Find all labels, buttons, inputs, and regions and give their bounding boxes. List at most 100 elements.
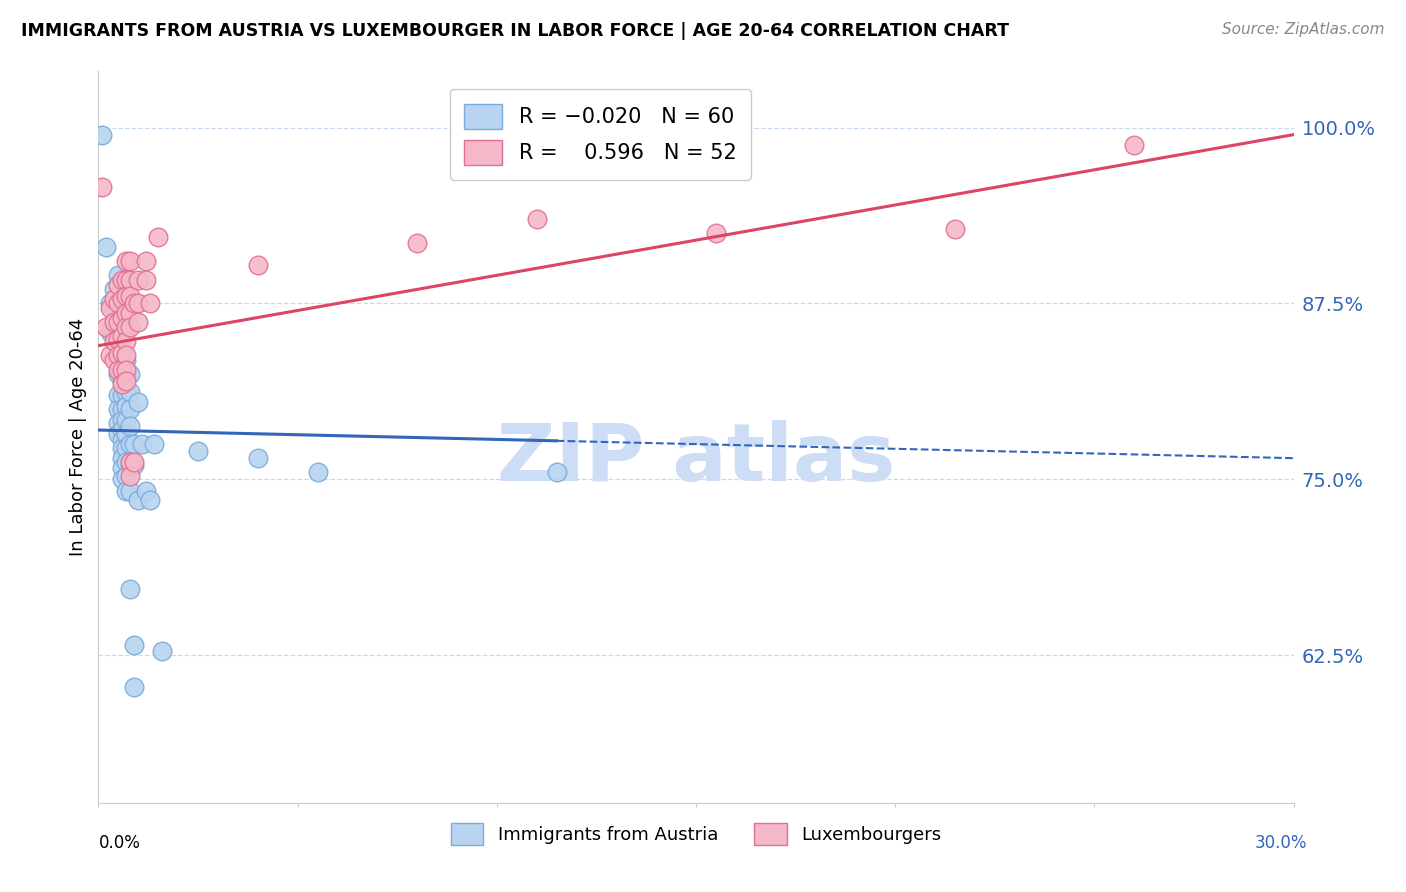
Point	[120, 458, 142, 473]
Point	[115, 442, 138, 456]
Point	[124, 437, 146, 451]
Point	[111, 374, 134, 388]
Point	[115, 483, 138, 498]
Point	[115, 371, 138, 385]
Point	[111, 362, 134, 376]
Point	[111, 451, 134, 466]
Point	[115, 469, 138, 483]
Point	[115, 455, 138, 469]
Point	[111, 272, 134, 286]
Point	[91, 179, 114, 194]
Point	[943, 222, 966, 236]
Point	[103, 282, 125, 296]
Point	[111, 310, 134, 325]
Point	[115, 385, 138, 400]
Point	[107, 427, 129, 442]
Point	[120, 455, 142, 469]
Point	[103, 352, 125, 367]
Point	[111, 345, 134, 359]
Point	[120, 582, 142, 596]
Point	[526, 212, 548, 227]
Point	[107, 303, 129, 318]
Point	[124, 681, 146, 695]
Point	[127, 315, 149, 329]
Point	[406, 235, 429, 250]
Point	[307, 465, 329, 479]
Point	[98, 296, 122, 310]
Point	[115, 352, 138, 367]
Point	[120, 367, 142, 381]
Point	[107, 268, 129, 283]
Point	[107, 388, 129, 402]
Point	[115, 254, 138, 268]
Text: Source: ZipAtlas.com: Source: ZipAtlas.com	[1222, 22, 1385, 37]
Point	[111, 433, 134, 447]
Point	[120, 289, 142, 303]
Point	[103, 325, 125, 339]
Point	[107, 349, 129, 363]
Point	[107, 296, 129, 310]
Point	[111, 292, 134, 306]
Point	[111, 413, 134, 427]
Point	[98, 349, 122, 363]
Point	[127, 272, 149, 286]
Point	[103, 334, 125, 349]
Point	[120, 254, 142, 268]
Point	[107, 362, 129, 376]
Point	[115, 289, 138, 303]
Point	[115, 272, 138, 286]
Point	[115, 349, 138, 363]
Point	[120, 469, 142, 483]
Point	[704, 226, 727, 240]
Point	[103, 303, 125, 318]
Point	[111, 328, 134, 343]
Point	[139, 296, 162, 310]
Point	[98, 301, 122, 315]
Point	[115, 413, 138, 427]
Point	[124, 638, 146, 652]
Point	[111, 461, 134, 475]
Point	[96, 240, 118, 254]
Point	[120, 320, 142, 334]
Point	[111, 472, 134, 486]
Point	[91, 128, 114, 142]
Point	[115, 399, 138, 413]
Legend: Immigrants from Austria, Luxembourgers: Immigrants from Austria, Luxembourgers	[440, 813, 952, 856]
Point	[124, 296, 146, 310]
Point	[115, 306, 138, 320]
Point	[103, 292, 125, 306]
Point	[120, 401, 142, 416]
Point	[107, 401, 129, 416]
Point	[96, 320, 118, 334]
Point	[115, 334, 138, 349]
Point	[135, 483, 157, 498]
Text: IMMIGRANTS FROM AUSTRIA VS LUXEMBOURGER IN LABOR FORCE | AGE 20-64 CORRELATION C: IMMIGRANTS FROM AUSTRIA VS LUXEMBOURGER …	[21, 22, 1010, 40]
Point	[148, 230, 170, 244]
Point	[120, 418, 142, 433]
Point	[107, 352, 129, 367]
Text: 30.0%: 30.0%	[1256, 834, 1308, 852]
Point	[124, 458, 146, 473]
Point	[1123, 137, 1146, 152]
Point	[187, 444, 209, 458]
Point	[111, 423, 134, 437]
Point	[127, 296, 149, 310]
Point	[107, 325, 129, 339]
Text: 0.0%: 0.0%	[98, 834, 141, 852]
Y-axis label: In Labor Force | Age 20-64: In Labor Force | Age 20-64	[69, 318, 87, 557]
Point	[546, 465, 568, 479]
Point	[107, 278, 129, 293]
Point	[107, 339, 129, 353]
Point	[124, 455, 146, 469]
Point	[135, 254, 157, 268]
Point	[111, 388, 134, 402]
Point	[135, 272, 157, 286]
Point	[131, 437, 153, 451]
Point	[115, 374, 138, 388]
Point	[115, 320, 138, 334]
Point	[107, 416, 129, 430]
Point	[120, 272, 142, 286]
Point	[111, 376, 134, 391]
Point	[120, 306, 142, 320]
Point	[246, 259, 269, 273]
